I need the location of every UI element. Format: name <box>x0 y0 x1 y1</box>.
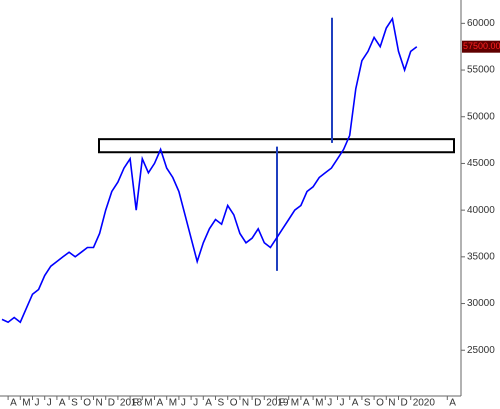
x-tick-label: M <box>315 398 323 409</box>
x-tick-label: J <box>181 398 186 409</box>
x-tick-label: A <box>59 398 66 409</box>
x-tick-label: J <box>35 398 40 409</box>
x-tick-label: J <box>327 398 332 409</box>
x-tick-label: J <box>340 398 345 409</box>
y-tick-label: 55000 <box>467 65 495 76</box>
x-tick-label: 2019 <box>266 398 289 409</box>
x-tick-label: S <box>364 398 371 409</box>
last-price-label: 57500.00 <box>463 41 500 51</box>
x-tick-label: S <box>71 398 78 409</box>
x-tick-label: A <box>10 398 17 409</box>
last-price-box <box>462 40 500 53</box>
x-tick-label: O <box>83 398 91 409</box>
x-tick-label: O <box>230 398 238 409</box>
x-tick-label: M <box>291 398 299 409</box>
x-tick-label: F <box>132 398 138 409</box>
x-tick-label: F <box>279 398 285 409</box>
y-tick-label: 50000 <box>467 111 495 122</box>
price-line <box>1 16 418 324</box>
x-tick-label: D <box>401 398 408 409</box>
x-tick-label: A <box>303 398 310 409</box>
x-tick-label: 2020 <box>413 398 436 409</box>
x-tick-label: M <box>169 398 177 409</box>
x-tick-label: A <box>352 398 359 409</box>
x-tick-label: D <box>254 398 261 409</box>
x-tick-label: A <box>205 398 212 409</box>
x-tick-label: N <box>96 398 103 409</box>
x-tick-label: S <box>218 398 225 409</box>
y-tick-label: 25000 <box>467 345 495 356</box>
x-tick-label: J <box>193 398 198 409</box>
x-tick-label: M <box>144 398 152 409</box>
x-tick-label: O <box>376 398 384 409</box>
x-tick-label: A <box>157 398 164 409</box>
y-tick-label: 35000 <box>467 251 495 262</box>
y-tick-label: 30000 <box>467 298 495 309</box>
y-tick-label: 40000 <box>467 205 495 216</box>
x-tick-label: D <box>108 398 115 409</box>
y-tick-label: 60000 <box>467 18 495 29</box>
x-tick-label: J <box>47 398 52 409</box>
x-tick-label: 2018 <box>120 398 143 409</box>
x-tick-label: M <box>22 398 30 409</box>
x-tick-label: N <box>242 398 249 409</box>
x-tick-label: N <box>388 398 395 409</box>
y-tick-label: 45000 <box>467 158 495 169</box>
x-tick-label: A <box>449 398 456 409</box>
